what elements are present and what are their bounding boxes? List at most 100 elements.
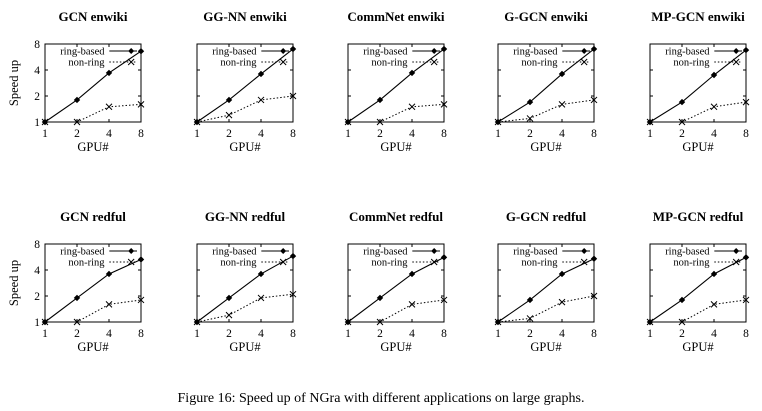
x-tick-label: 8 [138, 328, 144, 340]
non-ring-line [650, 101, 747, 123]
legend-marker-ring-based [280, 48, 287, 54]
x-axis-label: GPU# [530, 140, 562, 154]
non-ring-line [348, 299, 445, 323]
ring-based-point [440, 254, 448, 261]
non-ring-point [646, 118, 654, 126]
legend-label-ring-based: ring-based [60, 247, 105, 258]
ring-based-point [408, 69, 416, 77]
chart-title: GG-NN enwiki [203, 9, 287, 24]
non-ring-point [558, 298, 566, 306]
x-tick-label: 4 [559, 328, 565, 340]
ring-based-line [196, 255, 294, 323]
ring-based-point [742, 46, 750, 54]
non-ring-point [742, 296, 750, 304]
non-ring-point [678, 118, 686, 126]
non-ring-point [526, 315, 534, 322]
legend-marker-non-ring [732, 58, 740, 66]
x-tick-label: 2 [74, 128, 80, 140]
ring-based-point [590, 255, 598, 262]
x-tick-label: 2 [679, 328, 685, 340]
legend-label-ring-based: ring-based [513, 247, 558, 258]
non-ring-line [45, 299, 142, 323]
plot-frame [347, 243, 445, 323]
legend-marker-ring-based [128, 48, 135, 54]
x-tick-label: 4 [559, 128, 565, 140]
x-tick-label: 1 [345, 128, 351, 140]
x-tick-label: 4 [258, 328, 264, 340]
plot-frame [497, 43, 595, 123]
plot-frame [649, 43, 747, 123]
non-ring-line [497, 99, 595, 123]
non-ring-point [376, 118, 384, 126]
ring-based-point [289, 45, 297, 53]
non-ring-point [440, 296, 448, 304]
legend-marker-non-ring [580, 258, 588, 266]
x-axis-label: GPU# [530, 340, 562, 354]
ring-based-point [137, 48, 145, 55]
non-ring-line [348, 103, 445, 123]
ring-based-line [649, 256, 747, 323]
x-axis-label: GPU# [77, 340, 109, 354]
legend-marker-non-ring [430, 258, 438, 266]
non-ring-line [196, 95, 294, 123]
legend-label-ring-based: ring-based [212, 47, 257, 58]
x-tick-label: 4 [106, 328, 112, 340]
non-ring-point [646, 318, 654, 326]
ring-based-line [196, 48, 294, 123]
non-ring-point [41, 318, 49, 326]
x-tick-label: 2 [74, 328, 80, 340]
legend-label-non-ring: non-ring [521, 58, 558, 69]
ring-based-point [225, 294, 233, 302]
plot-frame [44, 243, 142, 323]
y-tick-label: 4 [34, 265, 40, 277]
y-tick-label: 8 [34, 39, 40, 51]
legend-label-ring-based: ring-based [665, 47, 710, 58]
legend-label-non-ring: non-ring [673, 258, 710, 269]
legend-label-non-ring: non-ring [220, 58, 257, 69]
ring-based-point [105, 270, 113, 278]
ring-based-line [347, 48, 445, 123]
ring-based-point [710, 71, 718, 79]
x-tick-label: 2 [679, 128, 685, 140]
non-ring-point [257, 96, 265, 104]
x-tick-label: 4 [711, 128, 717, 140]
non-ring-point [408, 301, 416, 308]
x-tick-label: 8 [441, 128, 447, 140]
non-ring-point [105, 103, 113, 111]
legend-marker-ring-based [581, 248, 588, 254]
non-ring-point [193, 318, 201, 326]
x-tick-label: 2 [527, 328, 533, 340]
non-ring-point [289, 92, 297, 100]
y-tick-label: 2 [34, 91, 40, 103]
ring-based-point [105, 69, 113, 77]
non-ring-point [742, 98, 750, 106]
chart-title: GCN enwiki [59, 9, 128, 24]
non-ring-line [497, 295, 595, 323]
non-ring-point [137, 296, 145, 304]
y-axis-label: Speed up [7, 260, 21, 306]
ring-based-line [497, 258, 595, 323]
y-tick-label: 2 [34, 291, 40, 303]
x-axis-label: GPU# [682, 340, 714, 354]
plot-frame [347, 43, 445, 123]
x-tick-label: 8 [743, 128, 749, 140]
legend-label-ring-based: ring-based [212, 247, 257, 258]
ring-based-point [678, 296, 686, 304]
ring-based-line [44, 50, 142, 123]
x-axis-label: GPU# [77, 140, 109, 154]
plot-frame [649, 243, 747, 323]
ring-based-point [225, 96, 233, 104]
x-axis-label: GPU# [229, 140, 261, 154]
x-tick-label: 2 [377, 328, 383, 340]
x-tick-label: 4 [106, 128, 112, 140]
ring-based-point [742, 254, 750, 261]
ring-based-point [526, 98, 534, 106]
non-ring-point [710, 301, 718, 308]
non-ring-point [590, 96, 598, 104]
non-ring-point [710, 103, 718, 111]
y-tick-label: 8 [34, 239, 40, 251]
